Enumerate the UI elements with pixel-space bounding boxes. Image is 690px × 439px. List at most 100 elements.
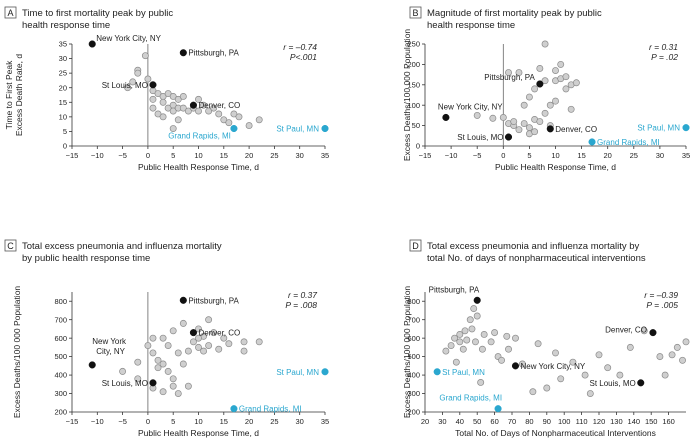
highlight-point (189, 101, 197, 109)
x-tick-label: 15 (577, 151, 585, 160)
data-point (668, 351, 676, 359)
data-point (468, 325, 476, 333)
x-tick-label: −5 (118, 151, 127, 160)
y-tick-label: 0 (416, 142, 420, 151)
data-point (470, 305, 478, 313)
data-point (518, 360, 526, 368)
highlight-point (442, 113, 450, 121)
highlight-label: New York City, NY (438, 102, 503, 111)
x-axis-label: Total No. of Days of Nonpharmaceutical I… (455, 428, 656, 438)
data-point (215, 110, 223, 118)
x-tick-label: 10 (194, 151, 202, 160)
y-tick-label: 300 (54, 389, 67, 398)
y-tick-label: 150 (407, 80, 420, 89)
y-tick-label: 300 (407, 389, 420, 398)
data-point (159, 360, 167, 368)
data-point (546, 101, 554, 109)
data-point (174, 390, 182, 397)
panel-letter: A (7, 8, 13, 18)
data-point (255, 116, 263, 124)
data-point (442, 347, 450, 355)
data-point (447, 342, 455, 349)
data-point (562, 73, 570, 81)
data-point (164, 342, 172, 349)
data-point (154, 90, 162, 97)
panel-title-line: by public health response time (22, 253, 150, 264)
data-point (200, 347, 208, 355)
panel-title-line: Time to first mortality peak by public (22, 8, 173, 19)
panel-title-line: Magnitude of first mortality peak by pub… (427, 8, 602, 19)
data-point (529, 388, 537, 396)
data-point (489, 114, 497, 122)
stat-text: r = 0.31 (649, 42, 678, 52)
data-point (656, 353, 664, 361)
data-point (536, 65, 544, 72)
x-axis-label: Public Health Response Time, d (138, 428, 259, 438)
data-point (189, 338, 197, 346)
y-tick-label: 10 (59, 112, 67, 121)
data-point (215, 345, 223, 353)
data-point (179, 104, 187, 112)
highlight-label: Pittsburgh, PA (188, 296, 239, 305)
data-point (169, 107, 177, 115)
data-point (195, 334, 202, 342)
y-axis-label: Excess Deaths/100 000 Population (402, 286, 412, 419)
x-axis-label: Public Health Response Time, d (138, 162, 259, 172)
data-point (515, 69, 523, 77)
data-point (174, 116, 182, 124)
data-point (466, 316, 474, 324)
highlight-label: St Paul, MN (637, 124, 680, 133)
y-tick-label: 250 (407, 40, 420, 49)
data-point (134, 375, 142, 383)
x-tick-label: 20 (245, 151, 253, 160)
x-tick-label: 20 (604, 151, 612, 160)
y-tick-label: 200 (54, 408, 67, 417)
y-axis-label: Time to First Peak (4, 60, 14, 129)
data-point (230, 110, 238, 118)
data-point (505, 69, 512, 77)
x-tick-label: 160 (662, 417, 675, 426)
data-point (169, 327, 177, 335)
panel-title-line: health response time (427, 20, 515, 31)
highlight-point (230, 124, 238, 133)
x-tick-label: −10 (91, 417, 104, 426)
data-point (679, 356, 686, 364)
x-tick-label: 5 (171, 417, 175, 426)
data-point (569, 358, 577, 366)
y-axis-label: Excess Deaths/100 000 Population (402, 29, 412, 162)
highlight-label: Grand Rapids, MI (239, 405, 302, 414)
highlight-point (230, 405, 238, 413)
y-tick-label: 500 (54, 352, 67, 361)
data-point (149, 334, 157, 342)
x-tick-label: 35 (321, 417, 329, 426)
data-point (503, 332, 511, 340)
data-point (240, 338, 248, 346)
data-point (154, 110, 162, 118)
y-tick-label: 50 (412, 121, 420, 130)
highlight-label: Pittsburgh, PA (188, 49, 239, 58)
x-tick-label: 15 (220, 151, 228, 160)
x-tick-label: 110 (576, 417, 588, 426)
data-point (255, 338, 263, 346)
highlight-point (88, 40, 96, 48)
data-point (673, 343, 681, 351)
highlight-point (433, 368, 441, 376)
highlight-point (179, 49, 187, 57)
panel-title-line: health response time (22, 20, 110, 31)
x-tick-label: 0 (146, 151, 150, 160)
data-point (463, 336, 471, 344)
data-point (491, 329, 499, 337)
panel-b: B Magnitude of first mortality peak by pu… (402, 6, 690, 172)
x-tick-label: 0 (146, 417, 150, 426)
stat-text: r = 0.37 (288, 290, 317, 300)
x-axis-label: Public Health Response Time, d (495, 162, 616, 172)
highlight-label: Grand Rapids, MI (168, 132, 231, 141)
data-point (129, 78, 137, 86)
panel-letter-box (409, 6, 422, 19)
data-point (552, 67, 559, 74)
highlight-point (321, 124, 329, 133)
highlight-point (536, 80, 544, 88)
data-point (169, 375, 177, 383)
data-point (210, 104, 218, 112)
highlight-label: St Louis, MO (102, 379, 148, 388)
